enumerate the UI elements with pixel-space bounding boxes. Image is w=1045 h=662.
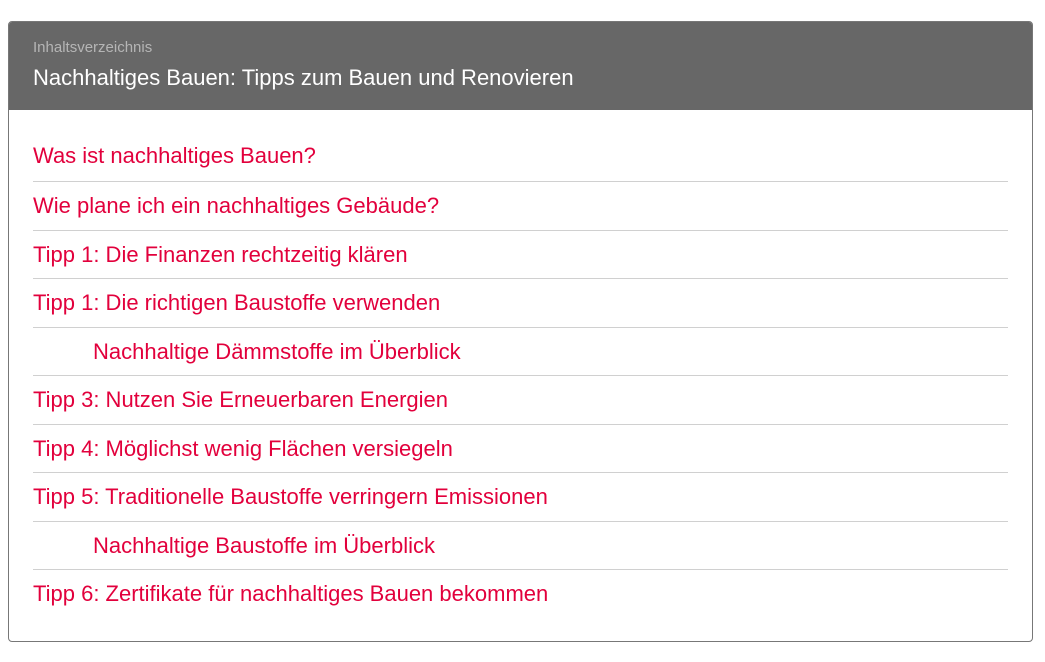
list-item: Tipp 4: Möglichst wenig Flächen versiege… <box>33 425 1008 473</box>
toc-link[interactable]: Tipp 3: Nutzen Sie Erneuerbaren Energien <box>33 387 448 412</box>
toc-link[interactable]: Nachhaltige Dämmstoffe im Überblick <box>93 338 461 364</box>
toc-link[interactable]: Tipp 1: Die Finanzen rechtzeitig klären <box>33 241 408 267</box>
toc-link[interactable]: Tipp 5: Traditionelle Baustoffe verringe… <box>33 484 548 509</box>
list-item: Tipp 6: Zertifikate für nachhaltiges Bau… <box>33 570 1008 619</box>
toc-link[interactable]: Wie plane ich ein nachhaltiges Gebäude? <box>33 193 440 218</box>
toc-list: Was ist nachhaltiges Bauen? Wie plane ich… <box>9 110 1032 619</box>
toc-title: Nachhaltiges Bauen: Tipps zum Bauen und … <box>33 65 574 90</box>
table-of-contents: Inhaltsverzeichnis Nachhaltiges Bauen: T… <box>8 21 1033 642</box>
toc-link[interactable]: Tipp 4: Möglichst wenig Flächen versiege… <box>33 435 453 461</box>
list-item: Tipp 1: Die Finanzen rechtzeitig klären <box>33 231 1008 279</box>
toc-link[interactable]: Was ist nachhaltiges Bauen? <box>33 143 316 168</box>
list-item: Tipp 5: Traditionelle Baustoffe verringe… <box>33 473 1008 522</box>
list-item: Nachhaltige Baustoffe im Überblick <box>33 522 1008 570</box>
toc-link[interactable]: Tipp 6: Zertifikate für nachhaltiges Bau… <box>33 581 549 606</box>
list-item: Wie plane ich ein nachhaltiges Gebäude? <box>33 182 1008 231</box>
toc-link[interactable]: Tipp 1: Die richtigen Baustoffe verwende… <box>33 290 441 315</box>
list-item: Nachhaltige Dämmstoffe im Überblick <box>33 328 1008 376</box>
list-item: Tipp 3: Nutzen Sie Erneuerbaren Energien <box>33 376 1008 425</box>
toc-header: Inhaltsverzeichnis Nachhaltiges Bauen: T… <box>9 22 1032 110</box>
list-item: Tipp 1: Die richtigen Baustoffe verwende… <box>33 279 1008 328</box>
toc-link[interactable]: Nachhaltige Baustoffe im Überblick <box>93 532 435 558</box>
list-item: Was ist nachhaltiges Bauen? <box>33 135 1008 182</box>
toc-label: Inhaltsverzeichnis <box>33 39 153 56</box>
